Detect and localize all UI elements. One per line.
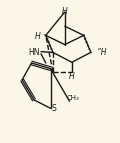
- Text: ’’H: ’’H: [97, 48, 108, 57]
- Text: CH₃: CH₃: [67, 95, 80, 101]
- Text: H: H: [35, 32, 40, 41]
- Text: H: H: [62, 7, 68, 16]
- Text: HN: HN: [29, 48, 40, 57]
- Text: H: H: [69, 72, 75, 81]
- Text: ..: ..: [42, 31, 46, 36]
- Text: S: S: [52, 104, 56, 113]
